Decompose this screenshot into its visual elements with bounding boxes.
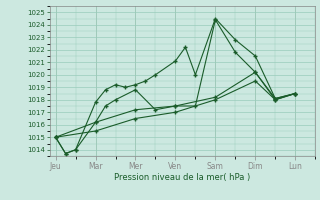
- X-axis label: Pression niveau de la mer( hPa ): Pression niveau de la mer( hPa ): [114, 173, 251, 182]
